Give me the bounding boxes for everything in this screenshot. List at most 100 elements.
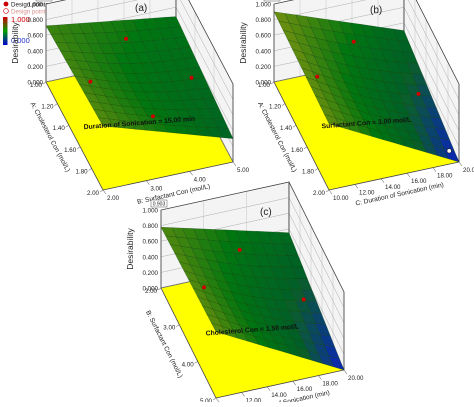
design-point-above — [416, 91, 421, 96]
y-tick-label: 1.60 — [291, 147, 304, 154]
y-tick — [88, 168, 92, 171]
design-point-above — [351, 39, 356, 44]
surface-cell — [324, 114, 341, 128]
z-tick-label: 0.800 — [143, 223, 159, 230]
x-tick-label: 10.00 — [333, 195, 349, 202]
surface-cell — [98, 117, 115, 128]
x-tick — [406, 173, 411, 178]
y-tick — [314, 168, 319, 171]
value-badge-text: 0.903 — [38, 0, 51, 2]
x-tick — [102, 189, 107, 195]
panel-label: (c) — [260, 207, 272, 218]
y-tick-label: 4.00 — [182, 361, 195, 368]
x-tick-label: 4.00 — [194, 176, 207, 183]
z-tick-label: 0.200 — [28, 64, 44, 71]
chart-panel-3: 0.000 0.200 0.400 0.600 0.800 1.000 10.00 12.00… — [125, 181, 364, 407]
y-tick-label: 3.00 — [163, 325, 176, 332]
z-axis-title: Desirability — [238, 21, 248, 63]
y-tick — [325, 189, 330, 193]
y-tick — [292, 124, 297, 128]
legend-below-marker — [3, 8, 9, 14]
x-tick — [146, 180, 150, 185]
y-tick — [212, 397, 217, 401]
x-tick — [458, 161, 463, 167]
x-tick — [189, 171, 193, 176]
z-tick-label: 0.400 — [143, 254, 159, 261]
design-point-above — [301, 297, 306, 302]
y-tick — [54, 103, 58, 106]
z-tick-label: 0.800 — [28, 17, 44, 24]
y-tick — [176, 324, 180, 327]
y-tick-label: 1.00 — [30, 82, 43, 89]
x-tick-label: 12.00 — [359, 189, 375, 196]
y-tick-label: 2.00 — [145, 288, 158, 295]
y-tick — [270, 81, 275, 85]
z-tick-label: 1.000 — [28, 2, 44, 9]
design-point-above — [88, 79, 93, 84]
y-tick — [42, 81, 47, 85]
value-badge — [35, 0, 53, 2]
panel-label: (b) — [370, 5, 382, 16]
x-tick-label: 18.00 — [437, 173, 453, 180]
x-tick-label: 18.00 — [322, 381, 338, 388]
value-badge-text: 0.903 — [266, 0, 279, 2]
y-tick — [303, 146, 308, 150]
chart-panel-1: 0.0000.2000.4000.6000.8001.0002.003.004.… — [10, 0, 250, 206]
box-top-edge — [45, 0, 234, 85]
design-point-above — [189, 75, 194, 80]
surface-cell — [211, 322, 227, 336]
design-point-above — [202, 285, 207, 290]
z-axis-title: Desirability — [10, 21, 20, 63]
x-tick — [215, 397, 220, 403]
y-tick-label: 5.00 — [200, 398, 213, 402]
value-badge — [263, 0, 281, 2]
z-tick-label: 0.000 — [256, 80, 272, 87]
y-tick-label: 1.80 — [76, 168, 89, 175]
x-tick-label: 20.00 — [348, 375, 364, 382]
x-tick — [354, 184, 359, 189]
x-tick-label: 16.00 — [297, 386, 313, 393]
box-top-edge — [273, 0, 460, 85]
x-tick — [328, 189, 333, 195]
color-scale-min-label: 0.000 — [11, 36, 30, 45]
x-tick-label: 14.00 — [385, 184, 401, 191]
y-tick — [99, 189, 104, 193]
value-badge-text: 0.903 — [153, 202, 166, 208]
design-point-above — [237, 247, 242, 252]
y-tick-label: 1.20 — [269, 104, 282, 111]
response-surface — [45, 16, 234, 139]
panel-label: (a) — [135, 3, 147, 14]
x-tick-label: 14.00 — [271, 392, 287, 399]
x-tick-label: 2.00 — [107, 195, 120, 202]
z-tick-label: 0.400 — [28, 48, 44, 55]
z-gridline — [273, 0, 460, 100]
x-tick — [343, 369, 348, 375]
x-tick — [318, 375, 322, 380]
z-tick-label: 0.800 — [256, 17, 272, 24]
y-tick — [194, 361, 198, 364]
box-top-edge — [160, 181, 345, 293]
value-badge — [150, 199, 168, 208]
y-tick-label: 2.00 — [313, 190, 326, 197]
x-tick — [266, 386, 271, 391]
x-tick-label: 16.00 — [411, 178, 427, 185]
x-tick-label: 12.00 — [246, 397, 262, 402]
z-tick-label: 0.400 — [256, 48, 272, 55]
z-tick-label: 1.000 — [143, 208, 159, 215]
z-axis-title: Desirability — [125, 227, 135, 269]
x-tick — [432, 167, 437, 172]
x-tick — [241, 392, 245, 397]
y-tick — [281, 103, 286, 106]
z-tick-label: 0.600 — [28, 33, 44, 40]
z-tick-label: 0.000 — [143, 286, 159, 293]
z-tick-label: 0.600 — [256, 33, 272, 40]
design-point-above — [150, 114, 155, 119]
z-tick-label: 0.200 — [143, 270, 159, 277]
color-scale-bar — [3, 17, 8, 45]
color-scale-max-label: 1.000 — [11, 15, 30, 24]
y-tick-label: 1.00 — [258, 82, 271, 89]
y-tick-label: 2.00 — [87, 190, 100, 197]
y-tick-label: 1.80 — [302, 168, 315, 175]
